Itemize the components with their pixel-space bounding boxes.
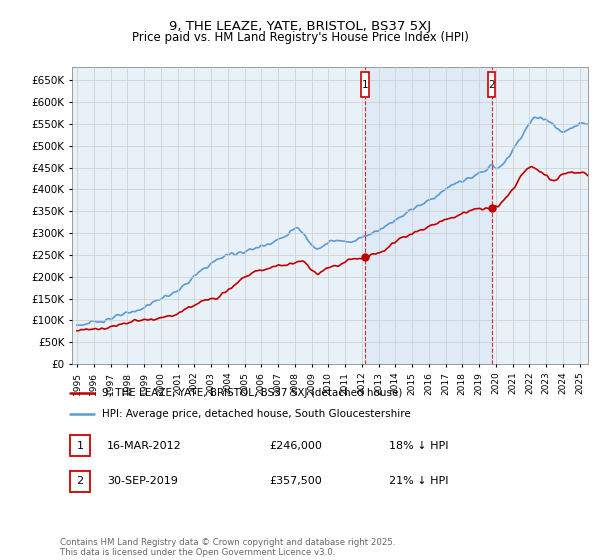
Text: 2: 2 — [488, 80, 495, 90]
Text: £357,500: £357,500 — [269, 477, 322, 486]
FancyBboxPatch shape — [70, 435, 90, 456]
Text: 30-SEP-2019: 30-SEP-2019 — [107, 477, 178, 486]
Text: 1: 1 — [362, 80, 368, 90]
Text: Price paid vs. HM Land Registry's House Price Index (HPI): Price paid vs. HM Land Registry's House … — [131, 31, 469, 44]
Text: Contains HM Land Registry data © Crown copyright and database right 2025.
This d: Contains HM Land Registry data © Crown c… — [60, 538, 395, 557]
Text: 2: 2 — [76, 477, 83, 486]
Text: 18% ↓ HPI: 18% ↓ HPI — [389, 441, 448, 451]
FancyBboxPatch shape — [361, 72, 369, 97]
Text: 21% ↓ HPI: 21% ↓ HPI — [389, 477, 448, 486]
Text: £246,000: £246,000 — [269, 441, 322, 451]
Text: 9, THE LEAZE, YATE, BRISTOL, BS37 5XJ (detached house): 9, THE LEAZE, YATE, BRISTOL, BS37 5XJ (d… — [102, 388, 402, 398]
Text: 16-MAR-2012: 16-MAR-2012 — [107, 441, 182, 451]
Text: 9, THE LEAZE, YATE, BRISTOL, BS37 5XJ: 9, THE LEAZE, YATE, BRISTOL, BS37 5XJ — [169, 20, 431, 32]
FancyBboxPatch shape — [488, 72, 496, 97]
Text: 1: 1 — [76, 441, 83, 451]
FancyBboxPatch shape — [70, 471, 90, 492]
Text: HPI: Average price, detached house, South Gloucestershire: HPI: Average price, detached house, Sout… — [102, 409, 410, 418]
Bar — [365, 67, 491, 364]
